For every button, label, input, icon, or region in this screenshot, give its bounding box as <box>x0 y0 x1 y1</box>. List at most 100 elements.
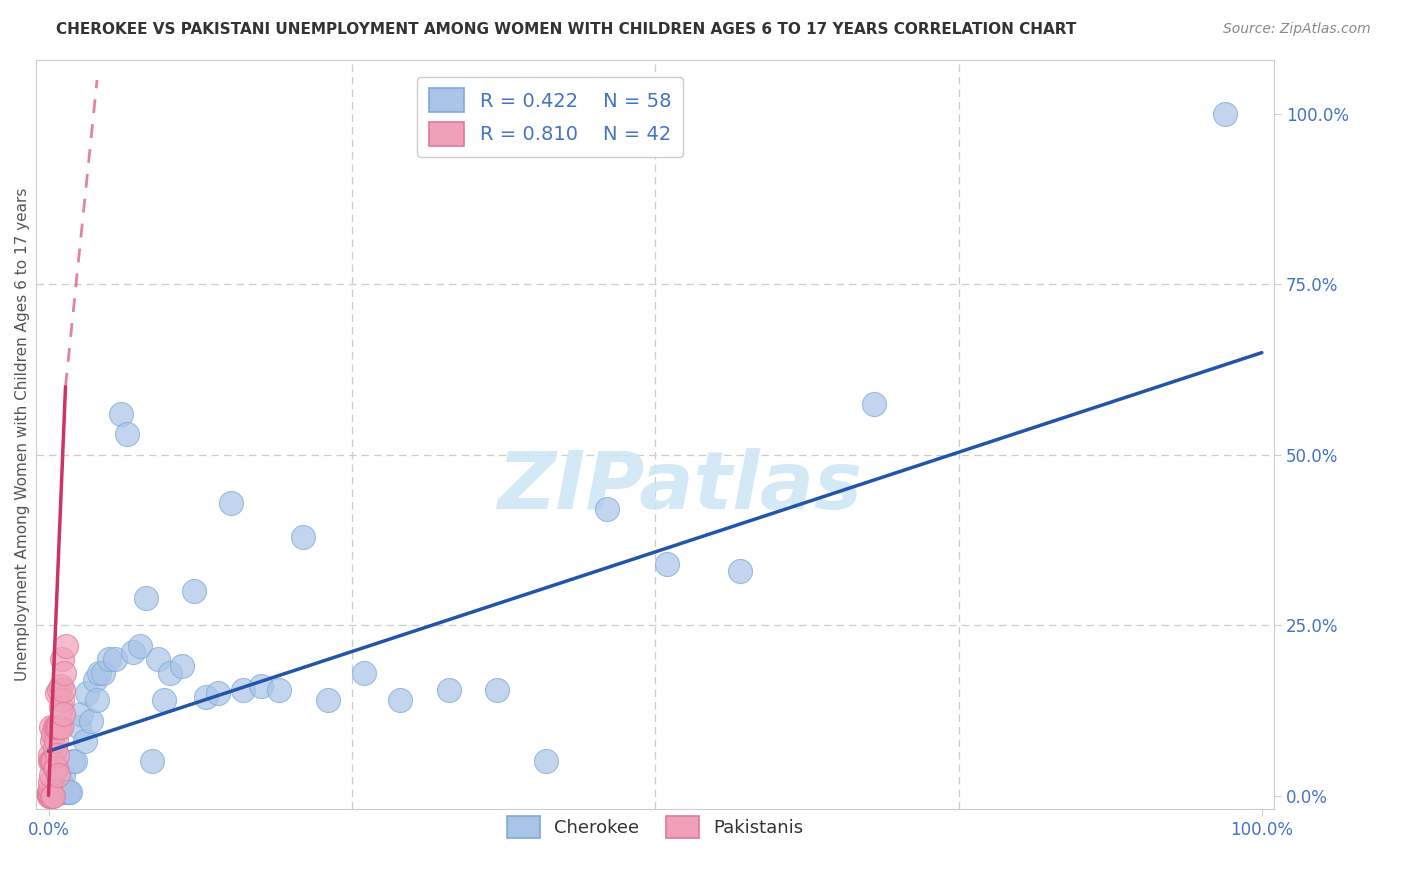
Point <box>89 665 111 680</box>
Point <box>38 789 60 803</box>
Point <box>128 639 150 653</box>
Point <box>46 686 69 700</box>
Y-axis label: Unemployment Among Women with Children Ages 6 to 17 years: Unemployment Among Women with Children A… <box>15 187 30 681</box>
Point <box>38 781 60 796</box>
Point <box>728 564 751 578</box>
Point <box>55 785 77 799</box>
Point <box>146 652 169 666</box>
Point <box>38 775 60 789</box>
Point <box>232 682 254 697</box>
Point <box>46 785 69 799</box>
Point <box>52 682 75 697</box>
Point <box>42 727 65 741</box>
Point <box>52 768 75 782</box>
Point <box>38 787 60 801</box>
Point <box>141 755 163 769</box>
Point <box>389 693 412 707</box>
Point <box>83 673 105 687</box>
Point <box>49 785 72 799</box>
Point <box>41 755 63 769</box>
Point <box>48 785 70 799</box>
Point <box>91 665 114 680</box>
Point <box>51 652 73 666</box>
Point <box>86 693 108 707</box>
Point <box>39 720 62 734</box>
Point <box>595 502 617 516</box>
Point <box>49 720 72 734</box>
Point <box>38 755 60 769</box>
Point <box>39 768 62 782</box>
Point <box>45 761 67 775</box>
Point <box>45 734 67 748</box>
Point <box>46 720 69 734</box>
Point <box>73 734 96 748</box>
Point <box>135 591 157 605</box>
Point <box>1215 107 1237 121</box>
Point <box>62 755 84 769</box>
Point <box>38 787 60 801</box>
Point <box>353 665 375 680</box>
Point <box>46 768 69 782</box>
Point <box>250 680 273 694</box>
Point <box>207 686 229 700</box>
Point <box>48 785 70 799</box>
Point <box>44 761 66 775</box>
Point <box>67 720 90 734</box>
Point <box>104 652 127 666</box>
Point <box>42 789 65 803</box>
Point <box>437 682 460 697</box>
Point <box>122 645 145 659</box>
Point <box>534 755 557 769</box>
Point <box>63 755 86 769</box>
Point <box>39 755 62 769</box>
Point <box>38 747 60 762</box>
Point <box>170 659 193 673</box>
Point <box>41 789 63 803</box>
Point <box>98 652 121 666</box>
Point <box>42 755 65 769</box>
Point <box>53 665 76 680</box>
Point <box>51 693 73 707</box>
Point <box>55 785 77 799</box>
Point <box>46 747 69 762</box>
Point <box>46 720 69 734</box>
Point <box>80 714 103 728</box>
Point <box>152 693 174 707</box>
Point <box>48 682 70 697</box>
Point <box>56 785 79 799</box>
Point <box>52 706 75 721</box>
Point <box>38 787 60 801</box>
Point <box>159 665 181 680</box>
Point <box>46 785 69 799</box>
Point <box>219 495 242 509</box>
Point <box>49 785 72 799</box>
Point <box>183 584 205 599</box>
Point <box>55 639 77 653</box>
Text: CHEROKEE VS PAKISTANI UNEMPLOYMENT AMONG WOMEN WITH CHILDREN AGES 6 TO 17 YEARS : CHEROKEE VS PAKISTANI UNEMPLOYMENT AMONG… <box>56 22 1077 37</box>
Point <box>486 682 509 697</box>
Point <box>117 427 139 442</box>
Point <box>45 720 67 734</box>
Point <box>49 680 72 694</box>
Point <box>44 740 66 755</box>
Point <box>76 686 98 700</box>
Point <box>53 785 76 799</box>
Point <box>48 720 70 734</box>
Point <box>862 397 884 411</box>
Point <box>41 734 63 748</box>
Point <box>44 785 66 799</box>
Point <box>38 785 60 799</box>
Point <box>49 785 72 799</box>
Point <box>59 785 82 799</box>
Point <box>49 700 72 714</box>
Point <box>58 785 80 799</box>
Legend: Cherokee, Pakistanis: Cherokee, Pakistanis <box>501 809 810 845</box>
Point <box>38 787 60 801</box>
Text: Source: ZipAtlas.com: Source: ZipAtlas.com <box>1223 22 1371 37</box>
Point <box>38 789 60 803</box>
Text: ZIPatlas: ZIPatlas <box>498 448 862 526</box>
Point <box>316 693 339 707</box>
Point <box>292 530 315 544</box>
Point <box>49 775 72 789</box>
Point <box>657 557 679 571</box>
